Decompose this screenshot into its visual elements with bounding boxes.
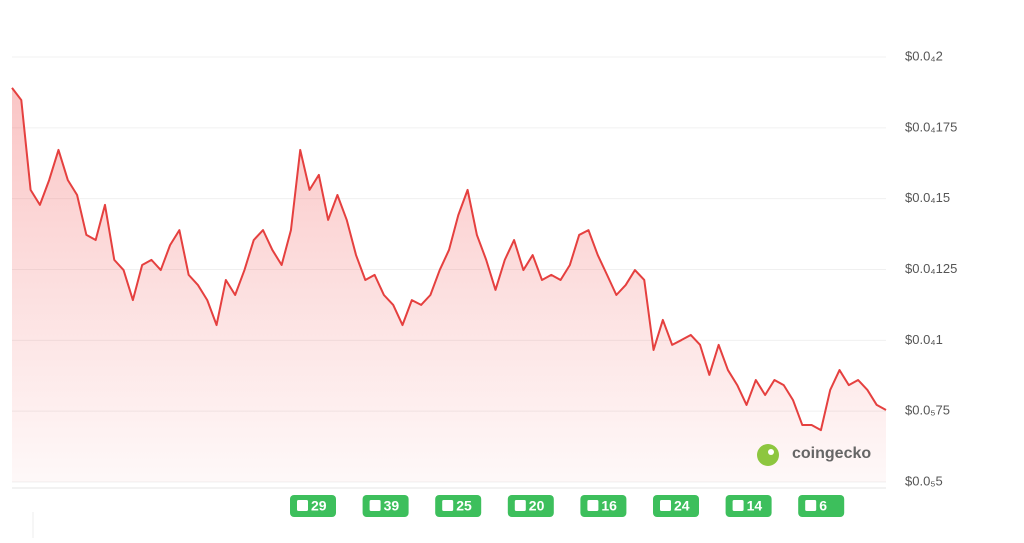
badge-icon <box>660 500 671 511</box>
y-tick-label: $0.0₄1 <box>905 332 943 347</box>
badge-icon <box>732 500 744 511</box>
watermark-text: coingecko <box>792 445 871 462</box>
news-badge[interactable]: 24 <box>653 495 699 517</box>
news-badge[interactable]: 14 <box>725 495 772 517</box>
badge-label: 16 <box>601 498 617 514</box>
y-tick-label: $0.0₄2 <box>905 48 943 63</box>
price-area <box>12 87 886 482</box>
news-badge[interactable]: 29 <box>290 495 336 517</box>
badge-icon <box>587 500 599 511</box>
y-tick-label: $0.0₄15 <box>905 190 950 205</box>
badge-label: 39 <box>384 498 400 514</box>
badge-icon <box>805 500 817 511</box>
badge-label: 25 <box>456 498 472 514</box>
logo <box>757 444 779 466</box>
watermark: coingecko <box>757 444 871 466</box>
logo-eye <box>768 449 774 455</box>
badge-icon <box>369 500 381 511</box>
badge-icon <box>514 500 526 511</box>
y-tick-label: $0.0₅5 <box>905 473 943 488</box>
y-tick-label: $0.0₅75 <box>905 403 950 418</box>
news-badge[interactable]: 25 <box>435 495 482 517</box>
badge-label: 14 <box>747 498 763 514</box>
badge-icon <box>297 500 308 511</box>
badge-label: 6 <box>819 498 827 514</box>
badge-label: 24 <box>674 498 690 514</box>
news-badge[interactable]: 6 <box>798 495 845 517</box>
news-badge[interactable]: 20 <box>507 495 554 517</box>
y-tick-label: $0.0₄175 <box>905 119 957 134</box>
y-tick-label: $0.0₄125 <box>905 261 957 276</box>
badge-label: 29 <box>311 498 327 514</box>
price-line <box>11 87 887 432</box>
badge-icon <box>442 500 454 511</box>
badge-label: 20 <box>529 498 545 514</box>
news-badge[interactable]: 39 <box>362 495 409 517</box>
news-badge[interactable]: 16 <box>580 495 627 517</box>
